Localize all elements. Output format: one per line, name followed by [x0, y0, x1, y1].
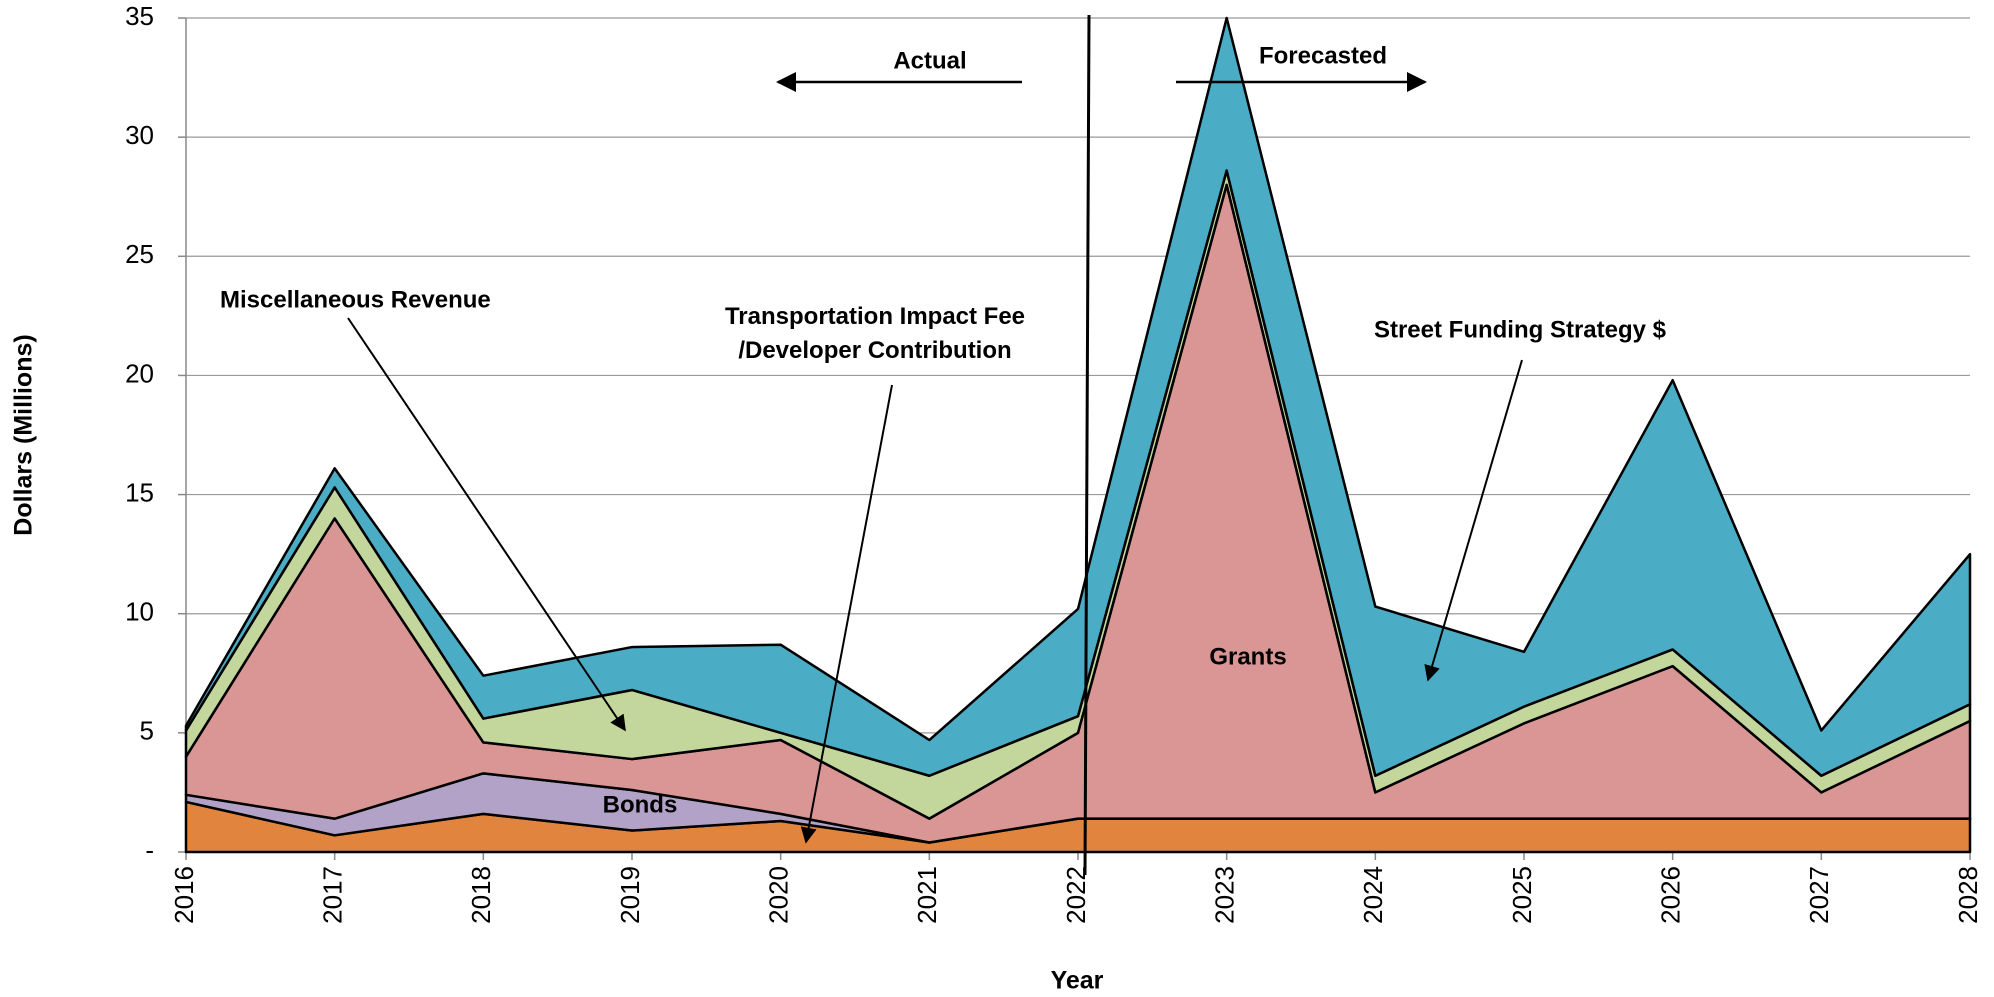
- series-label: Miscellaneous Revenue: [220, 286, 491, 313]
- x-axis-label: Year: [1051, 967, 1104, 995]
- y-tick-label: 10: [125, 597, 154, 627]
- areas: [184, 16, 1972, 854]
- x-tick-label: 2022: [1061, 866, 1091, 924]
- x-tick-label: 2025: [1507, 866, 1537, 924]
- x-tick-label: 2023: [1210, 866, 1240, 924]
- y-tick-label: 20: [125, 358, 154, 388]
- x-tick-label: 2018: [466, 866, 496, 924]
- x-tick-label: 2017: [318, 866, 348, 924]
- street-funding-arrow: [1424, 359, 1523, 682]
- x-tick-label: 2019: [615, 866, 645, 924]
- y-axis-label: Dollars (Millions): [10, 334, 38, 535]
- y-tick-label: 30: [125, 120, 154, 150]
- series-label-box: Transportation Impact Fee /Developer Con…: [724, 303, 1026, 364]
- impact-fee-arrow: [800, 384, 893, 844]
- x-tick-label: 2024: [1358, 866, 1388, 924]
- y-tick-label: 35: [125, 1, 154, 31]
- actual-forecast-divider: [1083, 14, 1091, 876]
- x-tick-label: 2026: [1656, 866, 1686, 924]
- misc-arrow: [347, 317, 626, 732]
- x-tick-label: 2016: [169, 866, 199, 924]
- overlay: Actual Forecasted Miscellaneous Revenue …: [10, 14, 1667, 995]
- y-tick-label: 25: [125, 239, 154, 269]
- x-tick-label: 2020: [764, 866, 794, 924]
- y-tick-label: -: [145, 835, 154, 865]
- series-label: Transportation Impact Fee /Developer Con…: [724, 303, 1026, 364]
- series-label: Bonds: [603, 791, 678, 818]
- annotation: Forecasted: [1259, 42, 1387, 69]
- series-label: Street Funding Strategy $: [1374, 316, 1667, 343]
- x-tick-label: 2028: [1953, 866, 1983, 924]
- series-label: Grants: [1209, 643, 1286, 670]
- area: [184, 16, 1972, 777]
- annotation: Actual: [893, 47, 966, 74]
- y-tick-label: 15: [125, 477, 154, 507]
- x-tick-label: 2027: [1804, 866, 1834, 924]
- x-tick-label: 2021: [912, 866, 942, 924]
- y-tick-label: 5: [140, 716, 154, 746]
